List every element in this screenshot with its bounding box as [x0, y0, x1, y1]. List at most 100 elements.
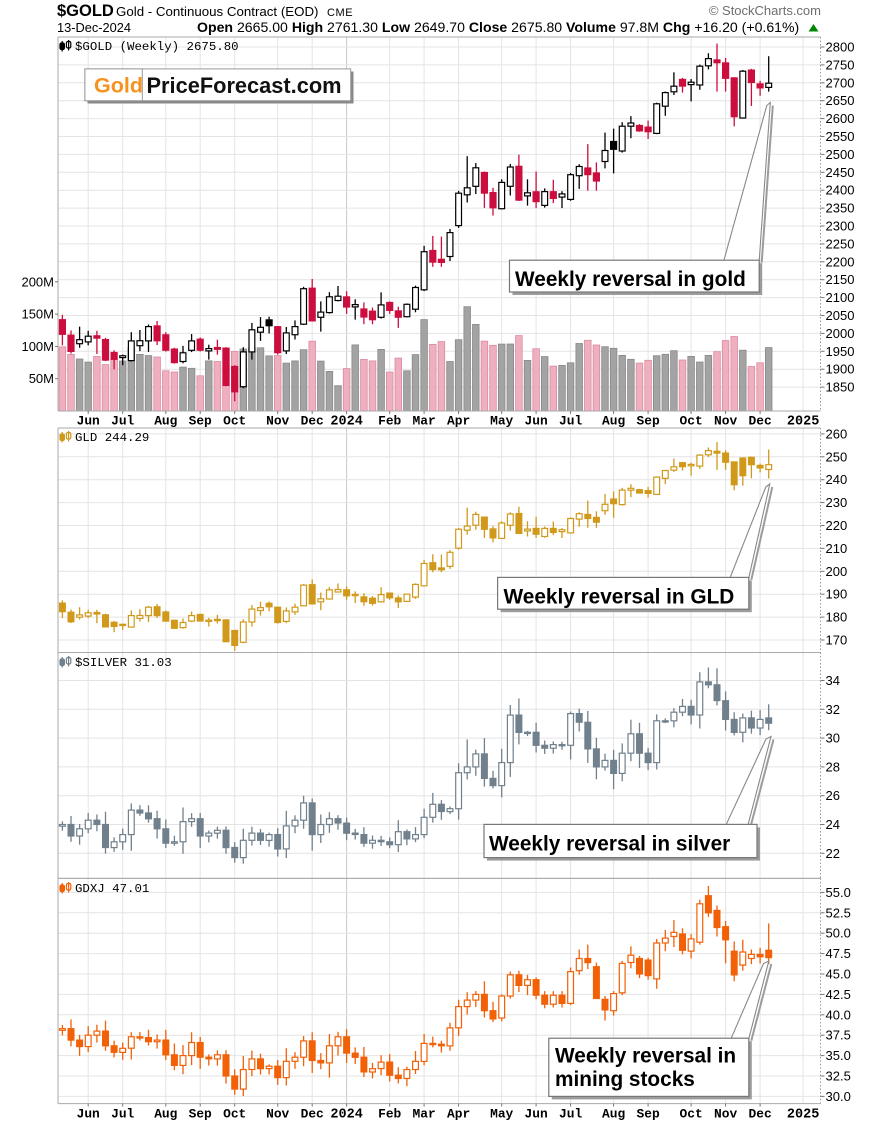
- svg-text:Feb: Feb: [378, 414, 401, 429]
- svg-text:26: 26: [826, 788, 840, 803]
- svg-text:32: 32: [826, 702, 840, 717]
- svg-text:35.0: 35.0: [826, 1048, 851, 1063]
- svg-text:May: May: [490, 414, 513, 429]
- svg-text:2250: 2250: [826, 236, 855, 251]
- svg-text:$GOLD (Weekly) 2675.80: $GOLD (Weekly) 2675.80: [75, 40, 239, 54]
- svg-text:Nov: Nov: [266, 1107, 289, 1122]
- svg-text:2200: 2200: [826, 254, 855, 269]
- svg-text:Dec: Dec: [301, 414, 324, 429]
- svg-text:2024: 2024: [330, 1108, 362, 1123]
- svg-text:2600: 2600: [826, 111, 855, 126]
- svg-text:50.0: 50.0: [826, 926, 851, 941]
- svg-text:Jul: Jul: [111, 414, 134, 429]
- svg-text:2400: 2400: [826, 183, 855, 198]
- svg-text:Weekly reversal in silver: Weekly reversal in silver: [489, 833, 730, 856]
- svg-text:32.5: 32.5: [826, 1069, 851, 1084]
- svg-text:190: 190: [826, 587, 848, 602]
- svg-text:Nov: Nov: [714, 1107, 737, 1122]
- svg-text:2100: 2100: [826, 290, 855, 305]
- svg-text:Jun: Jun: [77, 414, 100, 429]
- svg-text:mining stocks: mining stocks: [555, 1068, 695, 1091]
- svg-text:2650: 2650: [826, 93, 855, 108]
- svg-text:1850: 1850: [826, 380, 855, 395]
- svg-text:30.0: 30.0: [826, 1089, 851, 1104]
- svg-text:Oct: Oct: [679, 414, 702, 429]
- svg-text:34: 34: [826, 673, 840, 688]
- svg-text:260: 260: [826, 426, 848, 441]
- svg-text:Oct: Oct: [223, 1107, 246, 1122]
- svg-text:Dec: Dec: [301, 1107, 324, 1122]
- svg-text:52.5: 52.5: [826, 905, 851, 920]
- svg-text:2450: 2450: [826, 165, 855, 180]
- svg-text:30: 30: [826, 731, 840, 746]
- svg-text:Weekly reversal in gold: Weekly reversal in gold: [515, 268, 746, 291]
- svg-text:37.5: 37.5: [826, 1028, 851, 1043]
- svg-text:Apr: Apr: [447, 414, 470, 429]
- svg-text:45.0: 45.0: [826, 967, 851, 982]
- svg-text:22: 22: [826, 846, 840, 861]
- svg-text:2800: 2800: [826, 40, 855, 55]
- svg-text:2700: 2700: [826, 75, 855, 90]
- svg-text:Mar: Mar: [412, 414, 435, 429]
- svg-text:Jun: Jun: [524, 1107, 547, 1122]
- svg-text:Aug: Aug: [154, 1107, 177, 1122]
- svg-text:© StockCharts.com: © StockCharts.com: [709, 3, 821, 18]
- svg-text:1900: 1900: [826, 362, 855, 377]
- svg-text:28: 28: [826, 759, 840, 774]
- svg-text:Jun: Jun: [77, 1107, 100, 1122]
- svg-text:2050: 2050: [826, 308, 855, 323]
- svg-text:240: 240: [826, 472, 848, 487]
- svg-text:250: 250: [826, 449, 848, 464]
- svg-text:Open 2665.00 High 2761.30 Low: Open 2665.00 High 2761.30 Low 2649.70 Cl…: [197, 19, 799, 35]
- svg-text:Nov: Nov: [266, 414, 289, 429]
- svg-text:230: 230: [826, 495, 848, 510]
- svg-text:Sep: Sep: [636, 414, 659, 429]
- svg-text:Weekly reversal in GLD: Weekly reversal in GLD: [504, 585, 735, 608]
- svg-text:Jul: Jul: [111, 1107, 134, 1122]
- svg-text:2350: 2350: [826, 201, 855, 216]
- svg-text:220: 220: [826, 518, 848, 533]
- svg-text:Oct: Oct: [223, 414, 246, 429]
- svg-text:Jul: Jul: [559, 1107, 582, 1122]
- svg-text:200M: 200M: [21, 274, 54, 289]
- svg-text:50M: 50M: [29, 371, 54, 386]
- svg-text:40.0: 40.0: [826, 1007, 851, 1022]
- svg-text:210: 210: [826, 541, 848, 556]
- svg-text:1950: 1950: [826, 344, 855, 359]
- svg-text:Jul: Jul: [559, 414, 582, 429]
- svg-text:Aug: Aug: [602, 1107, 625, 1122]
- svg-text:Aug: Aug: [154, 414, 177, 429]
- svg-text:Weekly reversal in: Weekly reversal in: [555, 1045, 736, 1068]
- svg-text:170: 170: [826, 633, 848, 648]
- svg-text:2025: 2025: [787, 1108, 819, 1123]
- svg-text:May: May: [490, 1107, 513, 1122]
- svg-text:150M: 150M: [21, 307, 54, 322]
- svg-text:24: 24: [826, 817, 840, 832]
- svg-text:180: 180: [826, 610, 848, 625]
- svg-text:CME: CME: [327, 7, 353, 19]
- svg-text:PriceForecast.com: PriceForecast.com: [147, 73, 342, 98]
- svg-text:Sep: Sep: [189, 414, 212, 429]
- svg-text:Mar: Mar: [412, 1107, 435, 1122]
- svg-text:Oct: Oct: [679, 1107, 702, 1122]
- svg-text:2025: 2025: [787, 415, 819, 430]
- svg-text:2000: 2000: [826, 326, 855, 341]
- svg-text:$SILVER 31.03: $SILVER 31.03: [75, 656, 172, 670]
- svg-text:13-Dec-2024: 13-Dec-2024: [57, 20, 131, 35]
- svg-text:Aug: Aug: [602, 414, 625, 429]
- svg-text:Dec: Dec: [748, 414, 771, 429]
- svg-text:Jun: Jun: [524, 414, 547, 429]
- svg-text:Apr: Apr: [447, 1107, 470, 1122]
- svg-text:2500: 2500: [826, 147, 855, 162]
- svg-text:Gold: Gold: [94, 74, 143, 98]
- svg-text:55.0: 55.0: [826, 885, 851, 900]
- svg-text:200: 200: [826, 564, 848, 579]
- svg-text:2150: 2150: [826, 272, 855, 287]
- svg-text:$GOLD: $GOLD: [57, 2, 114, 20]
- svg-text:2300: 2300: [826, 219, 855, 234]
- svg-text:GLD 244.29: GLD 244.29: [75, 431, 149, 445]
- svg-text:Sep: Sep: [636, 1107, 659, 1122]
- svg-text:2550: 2550: [826, 129, 855, 144]
- svg-text:Gold - Continuous Contract (EO: Gold - Continuous Contract (EOD): [116, 4, 319, 19]
- svg-text:42.5: 42.5: [826, 987, 851, 1002]
